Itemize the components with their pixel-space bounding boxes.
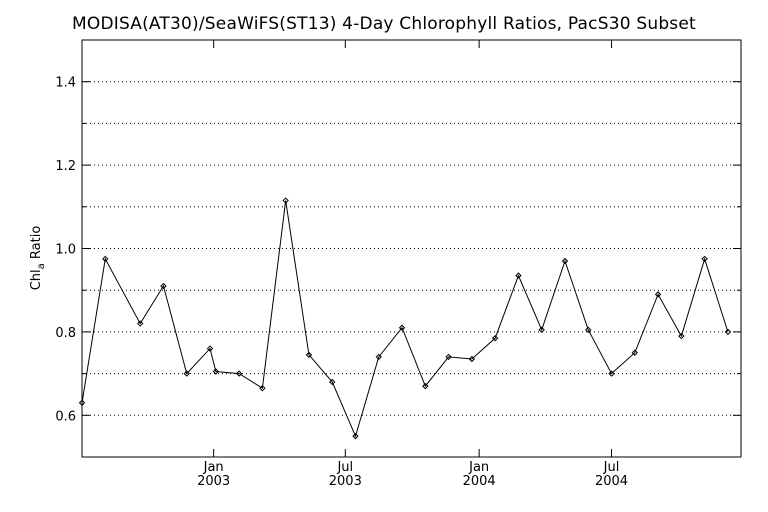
data-point (102, 255, 109, 263)
series-line (81, 200, 729, 438)
data-point (422, 382, 429, 390)
x-tick-label: Jan (203, 460, 224, 475)
data-point (678, 332, 685, 340)
data-point (259, 384, 266, 392)
x-tick-year-label: 2004 (463, 474, 496, 489)
data-point (445, 353, 452, 361)
data-point (701, 255, 708, 263)
data-point (329, 378, 336, 386)
data-point (212, 368, 220, 375)
x-tick-label: Jul (603, 460, 620, 475)
y-tick-label: 0.6 (55, 409, 76, 424)
x-tick-label: Jan (468, 460, 489, 475)
data-point (538, 326, 545, 334)
x-tick-year-label: 2003 (329, 474, 362, 489)
chart-title: MODISA(AT30)/SeaWiFS(ST13) 4-Day Chlorop… (72, 14, 696, 34)
data-point (206, 345, 214, 352)
data-point (136, 320, 144, 327)
data-point (160, 282, 167, 290)
data-point (305, 351, 313, 359)
y-tick-label: 1.0 (55, 243, 76, 258)
data-point (352, 432, 359, 440)
series-group (78, 197, 732, 440)
data-point (468, 355, 476, 363)
data-point (375, 353, 382, 361)
data-point (282, 197, 289, 204)
data-point (561, 257, 569, 265)
y-axis-label: Chla Ratio (29, 226, 47, 291)
y-axis-ticks: 0.6 0.8 1.0 1.2 1.4 (55, 76, 741, 424)
y-tick-label: 1.2 (55, 159, 76, 174)
x-tick-label: Jul (336, 460, 353, 475)
data-point (491, 334, 499, 342)
x-tick-year-label: 2003 (197, 474, 230, 489)
data-point (398, 324, 406, 331)
data-point (724, 328, 732, 336)
data-point (608, 370, 615, 377)
y-tick-label: 0.8 (55, 326, 76, 341)
x-tick-year-label: 2004 (595, 474, 628, 489)
data-point (585, 326, 592, 334)
data-point (654, 291, 662, 298)
data-point (235, 370, 243, 377)
y-tick-label: 1.4 (55, 76, 76, 91)
data-point (183, 370, 190, 377)
gridlines (82, 81, 741, 416)
data-point (631, 349, 639, 356)
data-point (78, 399, 86, 406)
data-point (515, 272, 522, 279)
